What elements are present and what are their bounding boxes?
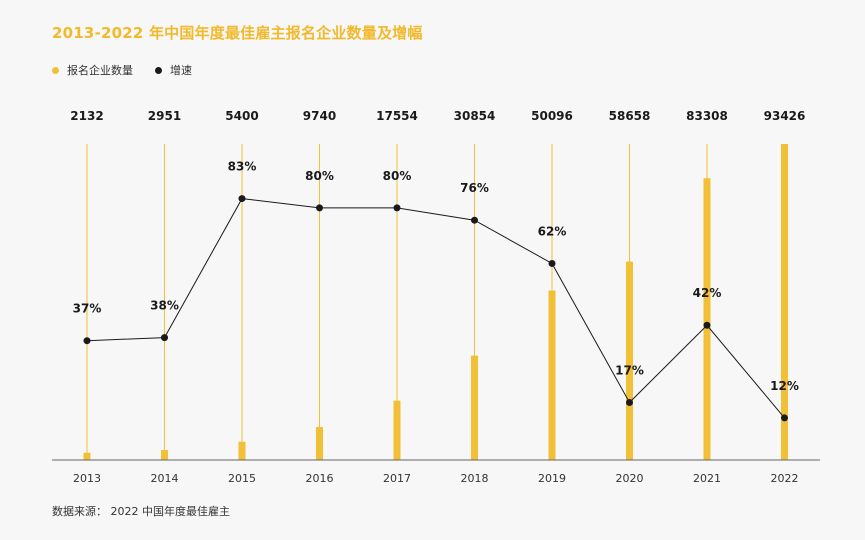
bar-2017 [393,400,401,460]
tick-label-2022: 2022 [771,472,799,485]
growth-point-2017 [393,204,401,212]
growth-point-2019 [548,259,556,267]
legend-item-count: 报名企业数量 [52,62,133,78]
legend: 报名企业数量 增速 [52,62,204,78]
growth-label-2014: 38% [150,299,179,313]
bar-2019 [548,290,556,460]
value-label-2016: 9740 [303,109,336,123]
growth-label-2020: 17% [615,363,644,377]
legend-swatch-count [52,66,59,74]
value-label-2017: 17554 [376,109,418,123]
growth-point-2020 [626,398,633,406]
tick-label-2015: 2015 [228,472,256,485]
tick-label-2019: 2019 [538,472,566,485]
tick-label-2020: 2020 [616,472,644,485]
growth-label-2015: 83% [228,160,257,174]
bar-2016 [316,427,323,460]
legend-label-growth: 增速 [170,64,192,77]
tick-label-2014: 2014 [151,472,179,485]
value-label-2022: 93426 [764,109,806,123]
tick-label-2013: 2013 [73,472,101,485]
growth-label-2016: 80% [305,169,334,183]
bar-2020 [626,261,633,460]
value-label-2013: 2132 [70,109,103,123]
bar-2018 [471,355,478,460]
chart-title: 2013-2022 年中国年度最佳雇主报名企业数量及增幅 [52,24,423,42]
growth-point-2018 [471,216,478,224]
bar-2015 [238,441,246,460]
source-note: 数据来源： 2022 中国年度最佳雇主 [52,505,230,518]
value-label-2020: 58658 [609,109,651,123]
growth-line [86,198,785,419]
value-label-2014: 2951 [148,109,181,123]
value-label-2015: 5400 [225,109,258,123]
legend-label-count: 报名企业数量 [67,64,133,77]
bar-2014 [161,450,168,460]
value-label-2018: 30854 [454,109,496,123]
growth-point-2014 [161,334,168,342]
tick-label-2021: 2021 [693,472,721,485]
bar-2022 [781,144,788,460]
growth-label-2022: 12% [770,379,799,393]
growth-label-2018: 76% [460,181,489,195]
growth-label-2021: 42% [693,286,722,300]
growth-label-2013: 37% [73,302,102,316]
value-label-2019: 50096 [531,109,573,123]
tick-label-2017: 2017 [383,472,411,485]
growth-point-2022 [781,414,788,422]
bar-2013 [83,452,91,460]
growth-label-2017: 80% [383,169,412,183]
growth-point-2013 [83,337,91,345]
growth-label-2019: 62% [538,224,567,238]
tick-label-2018: 2018 [461,472,489,485]
legend-item-growth: 增速 [155,62,192,78]
growth-point-2015 [238,195,246,203]
bar-2021 [703,178,711,461]
legend-swatch-growth [155,66,162,74]
tick-label-2016: 2016 [306,472,334,485]
growth-point-2021 [703,321,711,329]
value-label-2021: 83308 [686,109,728,123]
growth-point-2016 [316,204,323,212]
